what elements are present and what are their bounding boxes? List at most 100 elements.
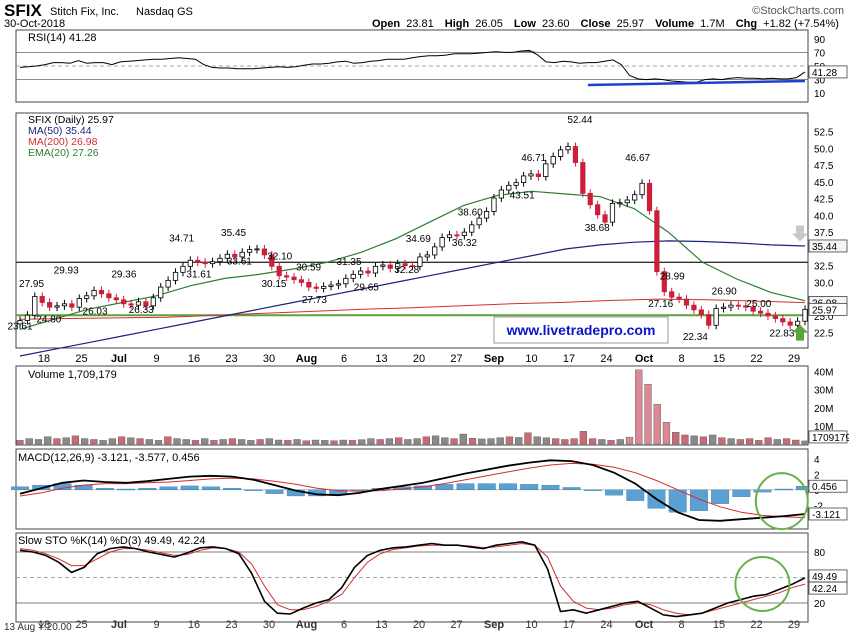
candle-body	[513, 182, 519, 186]
volume-bar	[681, 434, 689, 445]
candle-body	[780, 318, 786, 323]
x-axis-label-14: 17	[563, 353, 575, 365]
candle-body	[39, 296, 45, 303]
ohlc-readout: Open 23.81 High 26.05 Low 23.60 Close 25…	[372, 18, 839, 30]
website-link[interactable]: www.livetradepro.com	[506, 322, 656, 338]
volume-ytick-2: 20M	[814, 404, 833, 415]
x-axis-label-19: 22	[750, 353, 762, 365]
macd-last-value-0-box	[808, 479, 848, 493]
macd-histogram-bar	[689, 489, 708, 511]
candle-body	[461, 231, 467, 236]
candle-body	[446, 234, 453, 238]
candle-body	[706, 314, 712, 326]
x-axis-bottom-label-17: 8	[678, 619, 684, 631]
candle-body	[172, 271, 179, 281]
volume-bar	[62, 437, 70, 445]
candle-body	[113, 297, 119, 301]
candle-body	[424, 254, 430, 258]
candle-body	[580, 162, 586, 194]
price-label-5: 29.36	[111, 270, 136, 281]
volume-bar	[164, 436, 172, 445]
candle-body	[69, 303, 75, 308]
price-ytick-10: 25.0	[814, 312, 834, 323]
volume-bar	[385, 438, 394, 445]
volume-bar	[616, 439, 624, 445]
ma50-line	[19, 240, 806, 357]
volume-bar	[496, 437, 504, 445]
candle-body	[409, 265, 416, 268]
candle-body	[417, 256, 423, 267]
candle-body	[602, 214, 608, 223]
x-axis-bottom-label-2: Jul	[111, 619, 127, 631]
volume-last-value-box	[808, 430, 848, 444]
open-label: Open	[372, 18, 400, 30]
candle-body	[217, 257, 223, 263]
rsi-ytick-0: 90	[814, 35, 826, 46]
price-ytick-11: 22.5	[814, 329, 834, 340]
price-legend-ma200: MA(200) 26.98	[28, 136, 98, 148]
candle-body	[306, 281, 312, 288]
macd-histogram-bar	[138, 488, 157, 490]
candle-body	[757, 310, 764, 314]
candle-body	[395, 263, 401, 269]
x-axis-bottom-label-10: 20	[413, 619, 425, 631]
candle-body	[772, 315, 778, 319]
macd-histogram-bar	[159, 486, 178, 490]
candle-body	[387, 264, 393, 269]
candle-body	[158, 286, 164, 299]
watermark: ©StockCharts.com	[752, 5, 844, 17]
volume-bar	[247, 440, 255, 445]
volume-bar	[699, 436, 708, 445]
x-axis-bottom-label-1: 25	[75, 619, 87, 631]
volume-bar	[201, 438, 209, 445]
macd-histogram-bar	[11, 486, 29, 490]
candle-body	[106, 293, 112, 299]
macd-histogram-bar	[223, 488, 242, 490]
x-axis-bottom-label-13: 10	[525, 619, 537, 631]
plot-layer: 907050301041.2852.550.047.545.042.540.03…	[7, 35, 849, 631]
candle-body	[439, 237, 445, 248]
macd-histogram-bar	[605, 489, 623, 496]
candle-body	[639, 182, 645, 196]
macd-histogram-bar	[711, 489, 730, 504]
x-axis-bottom-label-11: 27	[450, 619, 462, 631]
candle-body	[565, 146, 571, 151]
ticker-symbol: SFIX	[4, 1, 42, 20]
candle-body	[432, 246, 438, 256]
volume-bar	[755, 440, 763, 445]
price-ytick-7: 32.5	[814, 262, 834, 273]
price-label-30: 25.00	[746, 299, 771, 310]
candle-body	[794, 320, 801, 326]
price-ytick-5: 40.0	[814, 211, 834, 222]
volume-bar	[284, 440, 292, 445]
volume-bar	[598, 439, 606, 445]
candle-body	[187, 259, 193, 267]
volume-bar	[367, 438, 375, 445]
volume-bar	[53, 438, 61, 445]
price-label-27: 27.16	[648, 299, 673, 310]
macd-ytick-0: 4	[814, 455, 820, 466]
macd-histogram-bar	[117, 488, 136, 491]
volume-bar	[552, 438, 560, 445]
x-axis-bottom-label-9: 13	[375, 619, 387, 631]
volume-bar	[311, 439, 320, 445]
macd-histogram-bar	[562, 487, 581, 490]
volume-bar	[431, 435, 440, 445]
x-axis-bottom-label-14: 17	[563, 619, 575, 631]
volume-bar	[607, 440, 615, 445]
header-date: 30-Oct-2018	[4, 18, 65, 30]
candle-body	[165, 279, 171, 288]
x-axis-label-9: 13	[375, 353, 387, 365]
volume-bar	[182, 439, 190, 445]
macd-histogram-bar	[732, 489, 751, 497]
stochastic-last-value-1-box	[808, 581, 848, 595]
x-axis-bottom-label-6: 30	[263, 619, 275, 631]
candle-body	[646, 182, 653, 212]
price-label-6: 26.33	[129, 305, 154, 316]
volume-bar	[127, 437, 135, 445]
candle-body	[246, 249, 253, 253]
macd-histogram-bar	[265, 489, 284, 494]
candle-body	[535, 173, 541, 177]
candle-body	[528, 173, 534, 177]
volume-bar	[441, 437, 449, 445]
